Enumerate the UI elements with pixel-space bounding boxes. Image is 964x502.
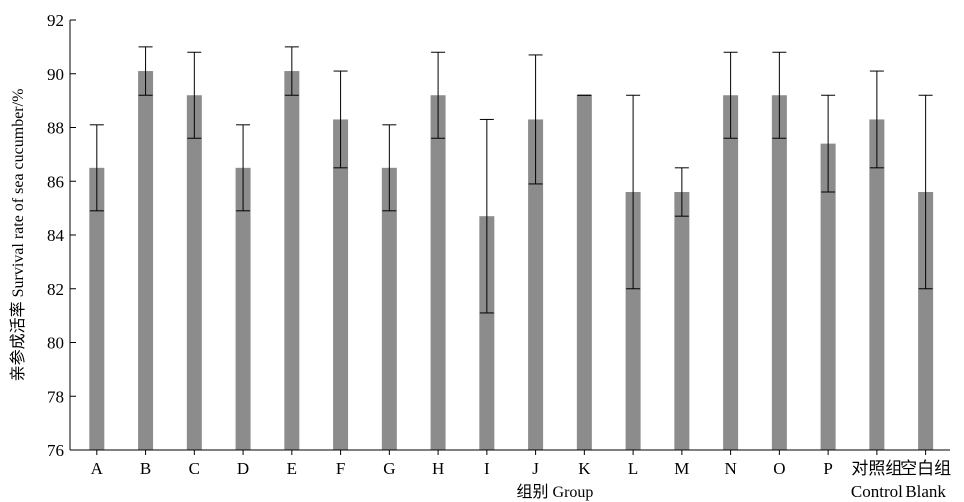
x-tick-sublabel: Blank xyxy=(905,482,946,501)
x-axis-labels: A B C D E F G H I J K L M N O P 对照组 Control 空白组 Blank xyxy=(91,450,951,501)
y-tick-label: 78 xyxy=(47,387,64,406)
x-tick-label: O xyxy=(773,459,785,478)
error-bars xyxy=(89,46,933,314)
bar xyxy=(918,192,934,450)
y-tick-label: 80 xyxy=(47,334,64,353)
bar xyxy=(430,95,446,450)
bar xyxy=(576,95,592,450)
x-tick-label: M xyxy=(674,459,689,478)
x-axis-title: 组别 Group xyxy=(517,483,594,501)
y-tick-label: 86 xyxy=(47,172,64,191)
bar xyxy=(381,167,397,450)
x-tick-label: G xyxy=(383,459,395,478)
bars xyxy=(89,71,934,450)
x-tick-label: H xyxy=(432,459,444,478)
x-tick-label: K xyxy=(578,459,591,478)
bar xyxy=(89,167,105,450)
x-tick-label: 对照组 xyxy=(851,459,902,478)
bar xyxy=(674,192,690,450)
x-tick-sublabel: Control xyxy=(851,482,903,501)
y-axis-title: 亲参成活率 Survival rate of sea cucumber/% xyxy=(9,89,27,382)
x-tick-label: B xyxy=(140,459,151,478)
bar xyxy=(723,95,739,450)
bar xyxy=(869,119,885,450)
x-tick-label: F xyxy=(336,459,345,478)
y-tick-label: 76 xyxy=(47,441,64,460)
y-tick-label: 82 xyxy=(47,280,64,299)
bar xyxy=(771,95,787,450)
bar xyxy=(333,119,349,450)
x-tick-label: N xyxy=(724,459,736,478)
bar xyxy=(820,143,836,450)
x-tick-label: A xyxy=(91,459,104,478)
x-tick-label: D xyxy=(237,459,249,478)
x-tick-label: C xyxy=(189,459,200,478)
bar xyxy=(528,119,544,450)
bar xyxy=(138,71,154,450)
x-tick-label: J xyxy=(532,459,539,478)
x-tick-label: E xyxy=(287,459,297,478)
bar xyxy=(625,192,641,450)
x-tick-label: P xyxy=(823,459,832,478)
bar xyxy=(186,95,202,450)
y-tick-label: 90 xyxy=(47,65,64,84)
y-tick-label: 88 xyxy=(47,119,64,138)
y-axis-ticks: 76 78 80 82 84 86 88 90 92 xyxy=(47,11,76,460)
bar xyxy=(235,167,251,450)
x-tick-label: L xyxy=(628,459,638,478)
x-tick-label: 空白组 xyxy=(900,459,951,478)
y-tick-label: 84 xyxy=(47,226,65,245)
y-tick-label: 92 xyxy=(47,11,64,30)
bar xyxy=(284,71,300,450)
x-tick-label: I xyxy=(484,459,490,478)
bar xyxy=(479,216,495,450)
